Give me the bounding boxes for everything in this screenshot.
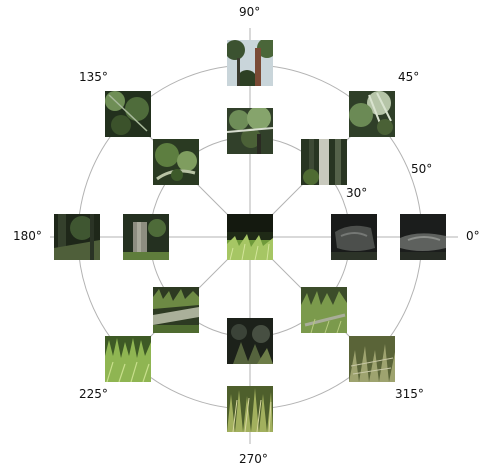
thumbnail-inner-0 [331,214,377,260]
label-0-deg: 0° [466,229,480,243]
thumbnail-inner-180 [123,214,169,260]
label-50-deg: 50° [411,162,433,176]
label-180-deg: 180° [13,229,42,243]
label-225-deg: 225° [79,387,108,401]
label-30-deg: 30° [346,186,368,200]
thumbnail-inner-270 [227,318,273,364]
thumbnail-outer-135 [105,91,151,137]
thumbnail-center [227,214,273,260]
thumbnail-outer-315 [349,336,395,382]
label-315-deg: 315° [395,387,424,401]
label-45-deg: 45° [398,70,420,84]
thumbnail-outer-0 [400,214,446,260]
thumbnail-inner-45 [301,139,347,185]
thumbnail-outer-270 [227,386,273,432]
thumbnail-inner-225 [153,287,199,333]
thumbnail-outer-45 [349,91,395,137]
thumbnail-inner-90 [227,108,273,154]
label-90-deg: 90° [239,5,261,19]
thumbnail-outer-90 [227,40,273,86]
label-135-deg: 135° [79,70,108,84]
thumbnail-outer-225 [105,336,151,382]
label-270-deg: 270° [239,452,268,466]
thumbnail-inner-315 [301,287,347,333]
thumbnail-inner-135 [153,139,199,185]
thumbnail-outer-180 [54,214,100,260]
